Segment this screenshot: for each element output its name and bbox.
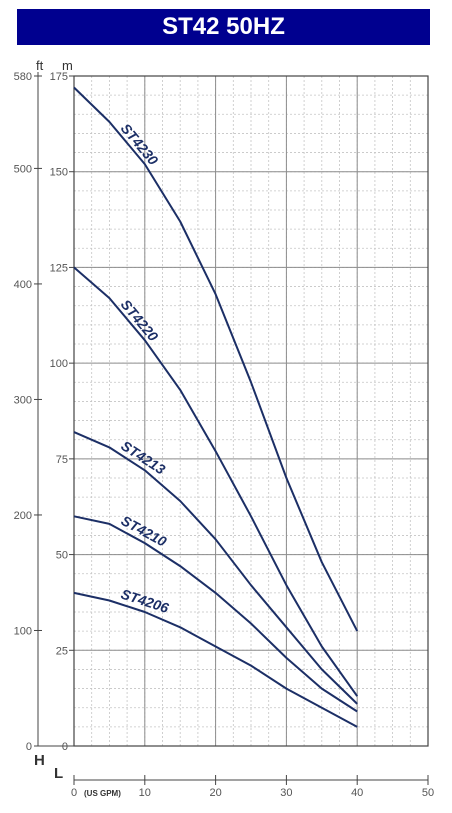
- curve-st4206: [73, 591, 358, 728]
- grid: [73, 75, 429, 747]
- x-axis-name: L: [54, 765, 63, 782]
- x-tick-label: 50: [422, 787, 434, 799]
- x-tick-label: 0: [71, 787, 77, 799]
- curves: [73, 86, 359, 728]
- plot-frame: [73, 75, 429, 747]
- tick-labels: 0 100 200 300 400 500 580 0 25 50 75 100 125 150 175 0 1…: [14, 58, 434, 799]
- curve-st4210: [73, 515, 358, 713]
- meter-tick-label: 0: [62, 741, 68, 753]
- meter-tick-label: 25: [56, 645, 68, 657]
- meter-tick-label: 75: [56, 454, 68, 466]
- x-tick-label: 40: [351, 787, 363, 799]
- curve-st4230: [73, 86, 359, 632]
- meter-tick-label: 150: [50, 167, 68, 179]
- y-axis-name: H: [34, 752, 45, 769]
- meter-tick-label: 50: [56, 550, 68, 562]
- feet-tick-label: 300: [14, 394, 32, 406]
- meter-tick-label: 100: [50, 358, 68, 370]
- curve-st4213: [73, 431, 358, 705]
- feet-tick-label: 100: [14, 625, 32, 637]
- meter-unit-label: m: [62, 58, 73, 73]
- x-tick-label: 20: [209, 787, 221, 799]
- axes: [34, 72, 429, 785]
- feet-unit-label: ft: [36, 58, 44, 73]
- feet-tick-label: 500: [14, 163, 32, 175]
- x-unit-label: (US GPM): [84, 789, 121, 798]
- curve-st4220: [73, 266, 359, 697]
- feet-tick-label: 400: [14, 279, 32, 291]
- meter-tick-label: 175: [50, 71, 68, 83]
- feet-tick-label: 0: [26, 741, 32, 753]
- meter-tick-label: 125: [50, 262, 68, 274]
- chart-title: ST42 50HZ: [17, 9, 430, 45]
- curve-label-st4220: ST4220: [118, 296, 162, 344]
- x-tick-label: 10: [139, 787, 151, 799]
- feet-tick-label: 200: [14, 510, 32, 522]
- feet-tick-label: 580: [14, 71, 32, 83]
- curve-label-st4210: ST4210: [119, 512, 170, 549]
- x-tick-label: 30: [280, 787, 292, 799]
- curve-label-st4230: ST4230: [118, 120, 162, 168]
